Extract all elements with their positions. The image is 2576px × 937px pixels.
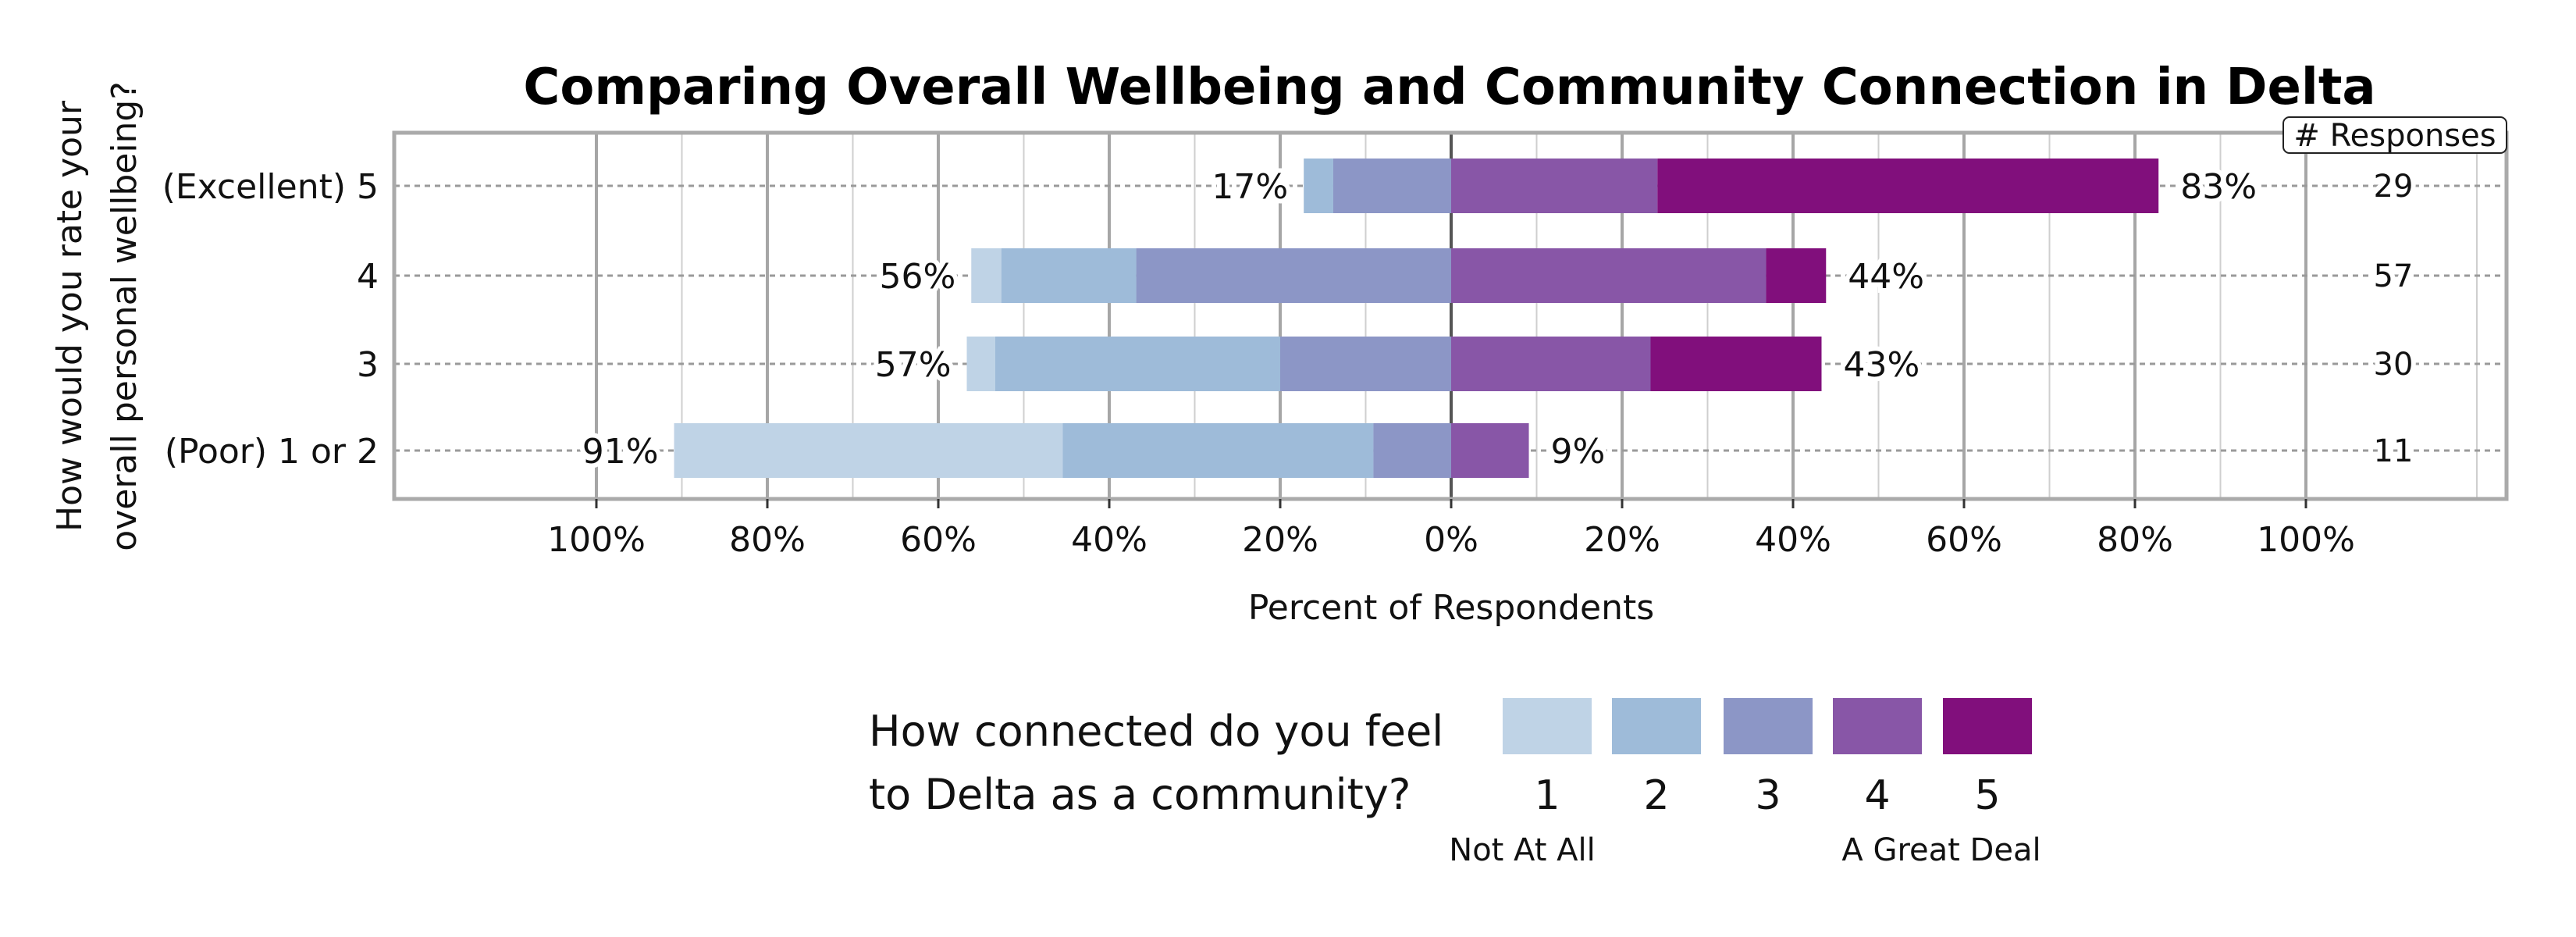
x-tick-label: 40% — [1755, 520, 1831, 560]
left-percent-label: 56% — [879, 257, 955, 297]
right-percent-label: 43% — [1844, 345, 1920, 385]
y-axis-label: How would you rate your overall personal… — [50, 81, 144, 550]
bar-segment-2 — [1062, 423, 1374, 478]
bar-segment-1 — [674, 423, 1063, 478]
legend-high-label: A Great Deal — [1841, 832, 2041, 868]
responses-header: # Responses — [2293, 118, 2496, 154]
y-tick-label: (Excellent) 5 — [162, 167, 379, 207]
y-tick-label: 4 — [357, 257, 379, 297]
x-tick-label: 100% — [2257, 520, 2355, 560]
legend-title-line-2: to Delta as a community? — [869, 770, 1411, 819]
plot-area: 17% 83% (Excellent) 5 29 56% 44% 4 57 57% 43% 3 30 9… — [162, 116, 2509, 560]
legend-label-5: 5 — [1974, 772, 2000, 819]
legend-swatch-1 — [1503, 698, 1592, 754]
legend-label-2: 2 — [1643, 772, 1669, 819]
x-tick-label: 60% — [1926, 520, 2002, 560]
left-percent-label: 17% — [1212, 167, 1288, 207]
x-axis-label: Percent of Respondents — [1248, 588, 1654, 628]
x-tick-label: 20% — [1242, 520, 1318, 560]
bar-segment-4 — [1451, 423, 1529, 478]
bar-segment-5 — [1657, 159, 2159, 213]
bar-segment-4 — [1451, 337, 1651, 391]
legend-swatch-2 — [1612, 698, 1701, 754]
y-tick-label: 3 — [357, 345, 379, 385]
legend-low-label: Not At All — [1449, 832, 1595, 868]
right-percent-label: 9% — [1551, 432, 1606, 472]
bar-segment-1 — [971, 248, 1002, 303]
x-tick-label: 0% — [1424, 520, 1478, 560]
legend: How connected do you feel to Delta as a … — [869, 698, 2041, 868]
response-count: 57 — [2374, 258, 2414, 294]
legend-swatch-4 — [1833, 698, 1922, 754]
x-tick-label: 40% — [1071, 520, 1147, 560]
y-axis-label-line-2: overall personal wellbeing? — [105, 81, 144, 550]
bar-segment-2 — [995, 337, 1280, 391]
y-axis-label-line-1: How would you rate your — [50, 100, 90, 532]
legend-label-4: 4 — [1864, 772, 1890, 819]
x-tick-label: 100% — [547, 520, 646, 560]
bar-segment-3 — [1373, 423, 1451, 478]
responses-header-box — [2282, 116, 2507, 154]
legend-label-1: 1 — [1534, 772, 1560, 819]
legend-label-3: 3 — [1755, 772, 1781, 819]
right-percent-label: 83% — [2180, 167, 2257, 207]
response-count: 30 — [2374, 347, 2414, 383]
legend-title-line-1: How connected do you feel — [869, 707, 1443, 756]
bar-segment-3 — [1280, 337, 1451, 391]
bar-segment-2 — [1304, 159, 1333, 213]
bar-segment-2 — [1001, 248, 1137, 303]
x-tick-label: 80% — [2097, 520, 2173, 560]
bar-segment-5 — [1766, 248, 1827, 303]
left-percent-label: 91% — [582, 432, 659, 472]
bar-segment-1 — [966, 337, 995, 391]
x-tick-label: 80% — [729, 520, 806, 560]
response-count: 11 — [2374, 433, 2414, 469]
bar-segment-4 — [1451, 248, 1767, 303]
bar-segment-5 — [1650, 337, 1822, 391]
bar-segment-4 — [1451, 159, 1658, 213]
right-percent-label: 44% — [1848, 257, 1924, 297]
response-count: 29 — [2374, 169, 2414, 205]
chart-title: Comparing Overall Wellbeing and Communit… — [523, 59, 2375, 116]
bar-segment-3 — [1332, 159, 1451, 213]
bar-segment-3 — [1136, 248, 1451, 303]
x-tick-label: 20% — [1584, 520, 1660, 560]
x-tick-label: 60% — [900, 520, 977, 560]
legend-swatch-3 — [1724, 698, 1813, 754]
y-tick-label: (Poor) 1 or 2 — [165, 432, 379, 472]
legend-swatch-5 — [1943, 698, 2032, 754]
left-percent-label: 57% — [875, 345, 952, 385]
